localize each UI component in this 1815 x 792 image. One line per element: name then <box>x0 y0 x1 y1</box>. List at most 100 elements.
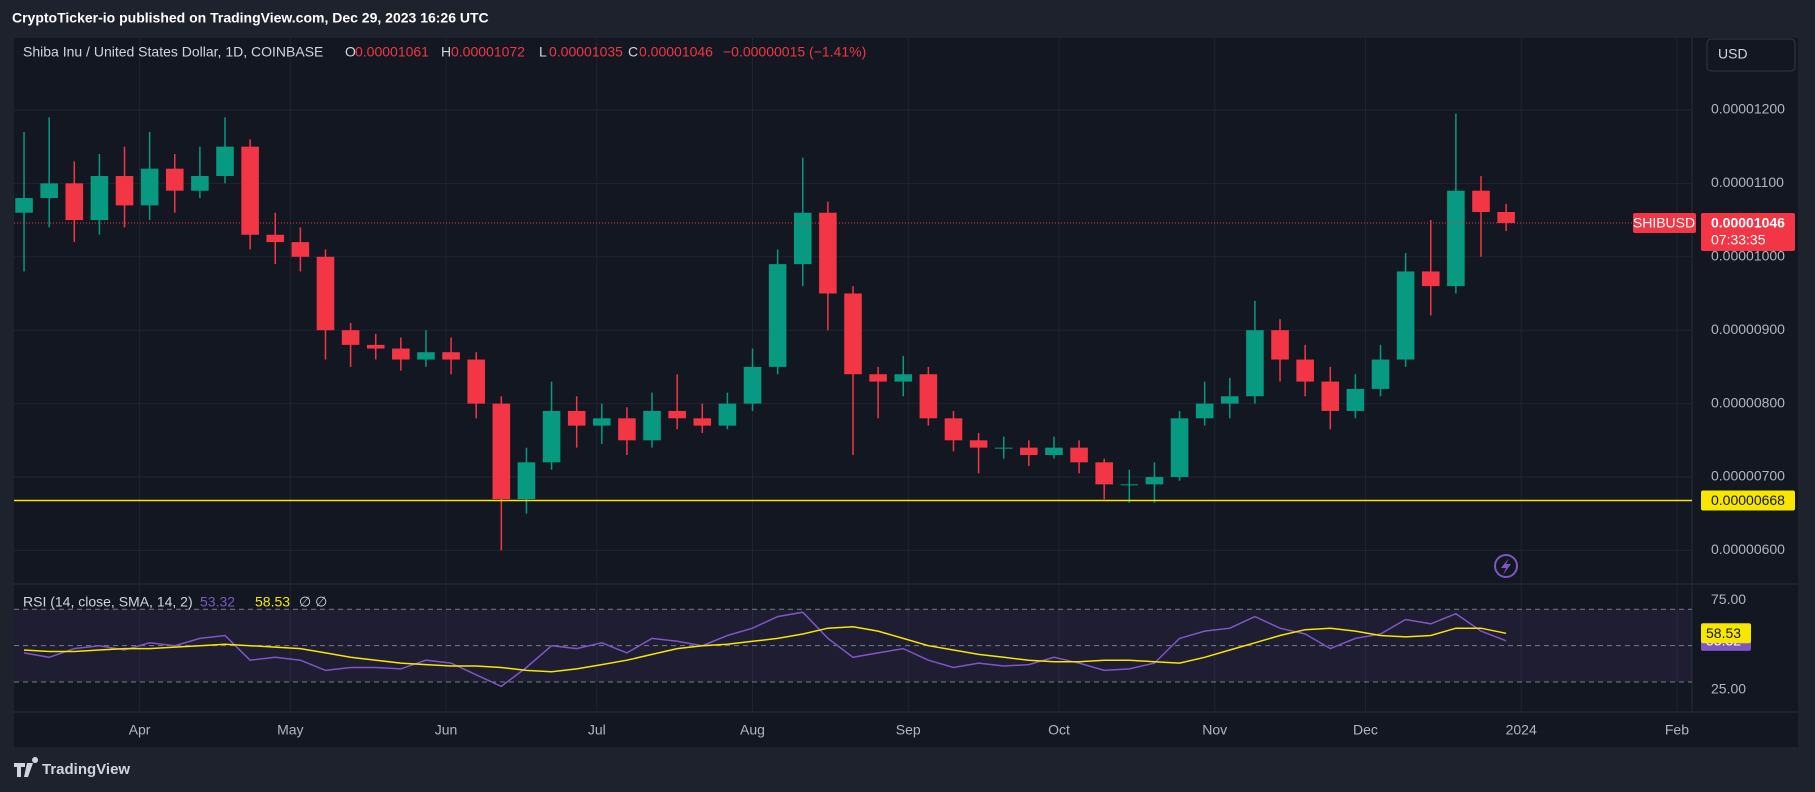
rsi-legend-value: 53.32 <box>200 594 235 610</box>
candle-body <box>844 293 862 375</box>
candle-body <box>1371 359 1390 389</box>
candle-body <box>693 418 712 426</box>
candle-body <box>392 348 410 360</box>
candle-body <box>1447 190 1465 287</box>
candle-body <box>90 176 109 221</box>
rsi-title: RSI (14, close, SMA, 14, 2) <box>23 594 193 610</box>
x-tick-label: Nov <box>1202 722 1227 738</box>
legend-value: 0.00001072 <box>451 44 525 60</box>
x-tick-label: Apr <box>129 722 151 738</box>
legend-value: 0.00001035 <box>549 44 623 60</box>
candle-body <box>316 256 335 331</box>
x-tick-label: Feb <box>1665 722 1689 738</box>
countdown: 07:33:35 <box>1711 232 1766 248</box>
y-tick-label: 0.00001200 <box>1711 101 1785 117</box>
icon-circle[interactable] <box>1494 554 1518 578</box>
legend-value: 0.00001061 <box>355 44 429 60</box>
y-tick-label: 0.00000800 <box>1711 394 1785 410</box>
legend-key: O <box>345 44 356 60</box>
candle-body <box>216 146 234 177</box>
x-tick-label: Oct <box>1048 722 1070 738</box>
candle-body <box>291 242 310 257</box>
candle-body <box>793 212 812 265</box>
candle-body <box>1070 447 1088 463</box>
candle-body <box>944 418 963 441</box>
candle-body <box>869 374 887 382</box>
candle-body <box>1421 271 1440 287</box>
rsi-line <box>23 626 1507 673</box>
x-tick-label: Sep <box>896 722 921 738</box>
candle-body <box>1170 418 1189 478</box>
candle-body <box>1095 462 1113 485</box>
candle-body <box>768 264 787 367</box>
candle-body <box>65 183 84 221</box>
rsi-line <box>23 611 1507 688</box>
y-tick-label: 0.00000700 <box>1711 468 1785 484</box>
rsi-tick-label: 75.00 <box>1711 591 1746 607</box>
x-tick-label: 2024 <box>1506 722 1537 738</box>
candle-body <box>994 447 1013 449</box>
candle-body <box>1396 271 1415 360</box>
last-price-label: 0.00001046 <box>1711 215 1785 231</box>
candle-body <box>442 352 460 360</box>
candle-body <box>1045 447 1063 455</box>
rsi-sma-legend-value: 58.53 <box>255 594 290 610</box>
x-tick-label: Jul <box>588 722 606 738</box>
currency[interactable]: USD <box>1718 46 1748 62</box>
candle-body <box>618 418 636 441</box>
y-tick-label: 0.00000900 <box>1711 321 1785 337</box>
brand: TradingView <box>42 761 130 778</box>
candle-body <box>643 410 661 441</box>
candle-body <box>668 410 686 419</box>
candle-body <box>467 359 485 404</box>
candle-body <box>191 176 209 191</box>
candle-body <box>542 410 561 463</box>
candle-body <box>743 366 762 404</box>
candle-body <box>1221 396 1239 404</box>
x-tick-label: Jun <box>435 722 458 738</box>
candle-body <box>1296 359 1314 382</box>
icon-bolt[interactable] <box>1501 558 1511 575</box>
candle-body <box>165 168 184 191</box>
candle-body <box>492 403 511 500</box>
candle-body <box>15 198 33 213</box>
candle-body <box>1120 484 1139 486</box>
y-tick-label: 0.00000600 <box>1711 541 1785 557</box>
legend-key: C <box>628 44 638 60</box>
candle-body <box>115 176 134 206</box>
candle-body <box>969 440 988 448</box>
legend-key: H <box>441 44 451 60</box>
legend-change: −0.00000015 (−1.41%) <box>723 44 866 60</box>
candle-body <box>241 146 259 235</box>
y-tick-label: 0.00001000 <box>1711 247 1785 263</box>
candle-body <box>140 168 159 206</box>
last-price-tag <box>1701 213 1795 252</box>
rsi-value-tag-label: 58.53 <box>1706 625 1741 641</box>
candle-body <box>1246 330 1264 397</box>
symbol-title: Shiba Inu / United States Dollar, 1D, CO… <box>23 44 323 60</box>
x-tick-label: May <box>277 722 303 738</box>
candle-body <box>819 212 837 294</box>
candle-body <box>593 418 611 426</box>
x-tick-label: Dec <box>1353 722 1378 738</box>
candle-body <box>1020 447 1038 455</box>
candle-body <box>718 403 737 426</box>
brand-logo <box>14 757 39 777</box>
legend-value: 0.00001046 <box>639 44 713 60</box>
publisher: CryptoTicker-io published on TradingView… <box>12 10 489 26</box>
candle-body <box>266 234 285 243</box>
rsi-value-tag <box>1701 623 1751 644</box>
candle-body <box>1195 403 1214 419</box>
candle-body <box>341 330 360 345</box>
candle-body <box>417 352 435 360</box>
support-tag <box>1701 490 1795 511</box>
candle-body <box>1497 211 1515 224</box>
candle-body <box>1271 330 1289 360</box>
lightning-icon[interactable] <box>1494 554 1518 578</box>
symbol-tag <box>1633 213 1696 234</box>
chart-panel <box>14 38 1798 747</box>
rsi-extra-legend: ∅ ∅ <box>299 594 327 610</box>
x-tick-label: Aug <box>740 722 765 738</box>
candle-body <box>1472 190 1490 212</box>
currency-button[interactable] <box>1706 38 1796 72</box>
